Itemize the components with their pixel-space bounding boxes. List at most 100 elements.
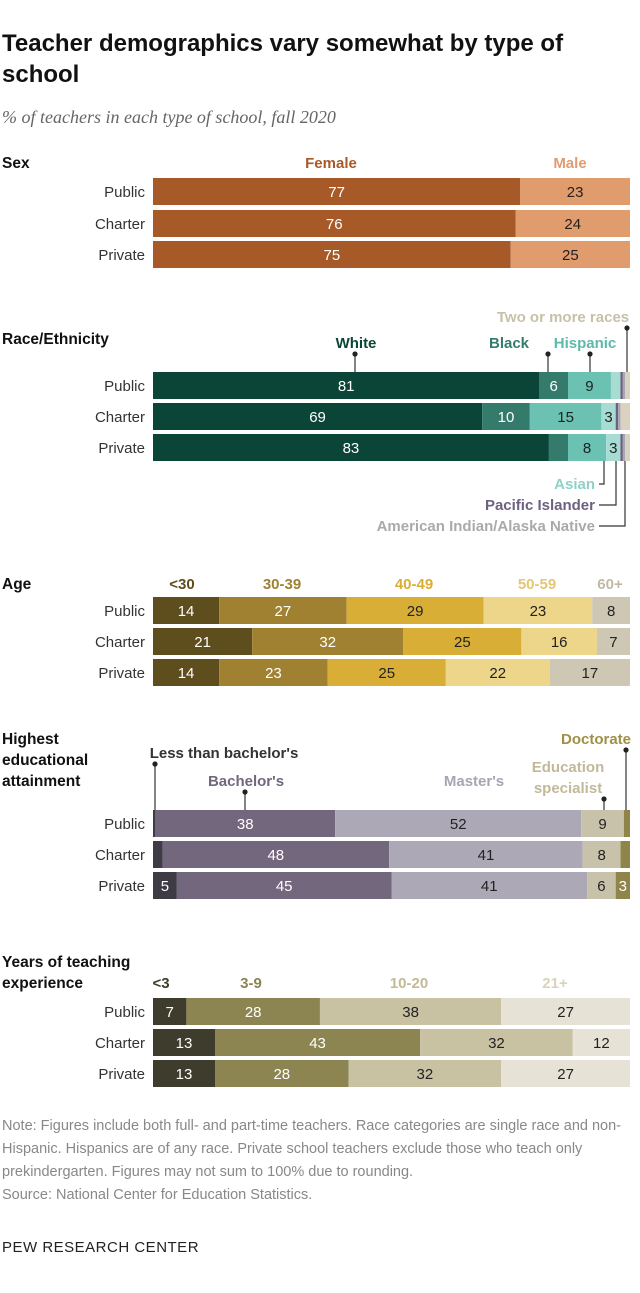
bar-segment-race-ethnicity-public-two-or-more-races [625, 372, 630, 399]
bar-segment-age-private-30 [153, 659, 220, 686]
legend-label-3-9: 3-9 [240, 975, 262, 992]
bar-segment-race-ethnicity-private-american-indian-alaska-native [622, 434, 626, 461]
bar-segment-race-ethnicity-private-white [153, 434, 549, 461]
data-label-years-of-teaching-experience-public-3-9: 28 [245, 1004, 262, 1021]
bar-segment-race-ethnicity-private-asian [606, 434, 621, 461]
bar-segment-race-ethnicity-private-black [548, 434, 568, 461]
bar-segment-sex-charter-male [515, 210, 630, 237]
bar-segment-race-ethnicity-charter-american-indian-alaska-native [618, 403, 621, 430]
bar-segment-sex-public-male [520, 178, 630, 205]
bar-segment-race-ethnicity-charter-pacific-islander [615, 403, 619, 430]
leader-line-pacific-islander [599, 461, 617, 506]
bar-segment-age-charter-40-49 [403, 628, 522, 655]
data-label-age-private-30: 14 [178, 665, 195, 682]
bar-segment-race-ethnicity-private-hispanic [567, 434, 607, 461]
bar-segment-age-public-60 [592, 597, 630, 624]
data-label-highest-educational-attainment-private-bachelor-s: 45 [276, 878, 293, 895]
bar-segment-years-of-teaching-experience-private-3-9 [215, 1060, 349, 1087]
bar-segment-sex-private-female [153, 241, 511, 268]
bar-segment-age-charter-50-59 [521, 628, 597, 655]
bar-segment-race-ethnicity-public-asian [610, 372, 621, 399]
footnote: Note: Figures include both full- and par… [2, 1115, 632, 1207]
data-label-sex-private-female: 75 [324, 247, 341, 264]
bar-segment-sex-private-male [510, 241, 630, 268]
data-label-highest-educational-attainment-private-education-specialist: 6 [597, 878, 605, 895]
data-label-highest-educational-attainment-charter-master-s: 41 [478, 847, 495, 864]
leader-line-asian [599, 461, 605, 485]
data-label-age-public-60: 8 [607, 603, 615, 620]
data-label-race-ethnicity-private-hispanic: 8 [583, 440, 591, 457]
bar-segment-race-ethnicity-charter-hispanic [529, 403, 602, 430]
data-label-years-of-teaching-experience-private-3-9: 28 [273, 1066, 290, 1083]
legend-label-50-59: 50-59 [518, 576, 556, 593]
legend-label-21: 21+ [542, 975, 568, 992]
bar-segment-age-private-50-59 [445, 659, 550, 686]
bar-segment-age-private-60 [549, 659, 630, 686]
data-label-sex-public-female: 77 [328, 184, 345, 201]
data-label-race-ethnicity-charter-white: 69 [309, 409, 326, 426]
row-label-public: Public [104, 378, 145, 395]
bar-segment-highest-educational-attainment-charter-doctorate [620, 841, 630, 868]
data-label-race-ethnicity-private-white: 83 [343, 440, 360, 457]
bar-segment-race-ethnicity-public-white [153, 372, 540, 399]
data-label-race-ethnicity-charter-hispanic: 15 [557, 409, 574, 426]
data-label-years-of-teaching-experience-charter-21: 12 [593, 1035, 610, 1052]
data-label-age-charter-30: 21 [194, 634, 211, 651]
section-title-race-ethnicity: Race/Ethnicity [2, 331, 109, 348]
bar-segment-highest-educational-attainment-private-less-than-bachelor-s [153, 872, 177, 899]
chart-subtitle: % of teachers in each type of school, fa… [2, 107, 336, 127]
data-label-age-charter-30-39: 32 [319, 634, 336, 651]
data-label-race-ethnicity-public-black: 6 [550, 378, 558, 395]
data-label-years-of-teaching-experience-public-3: 7 [166, 1004, 174, 1021]
bar-segment-sex-public-female [153, 178, 521, 205]
data-label-race-ethnicity-public-white: 81 [338, 378, 355, 395]
data-label-race-ethnicity-private-asian: 3 [609, 440, 617, 457]
legend-label-60: 60+ [597, 576, 623, 593]
row-label-charter: Charter [95, 216, 145, 233]
leader-dot-two-or-more-races [624, 325, 630, 331]
data-label-highest-educational-attainment-charter-bachelor-s: 48 [267, 847, 284, 864]
data-label-age-charter-60: 7 [609, 634, 617, 651]
data-label-sex-private-male: 25 [562, 247, 579, 264]
bar-segment-years-of-teaching-experience-private-10-20 [348, 1060, 502, 1087]
data-label-age-public-50-59: 23 [530, 603, 547, 620]
row-label-private: Private [98, 247, 145, 264]
data-label-race-ethnicity-charter-asian: 3 [604, 409, 612, 426]
bar-segment-highest-educational-attainment-private-doctorate [615, 872, 630, 899]
bar-segment-years-of-teaching-experience-public-3 [153, 998, 187, 1025]
row-label-private: Private [98, 878, 145, 895]
data-label-age-private-50-59: 22 [489, 665, 506, 682]
bar-segment-highest-educational-attainment-public-education-specialist [581, 810, 624, 837]
data-label-years-of-teaching-experience-private-10-20: 32 [417, 1066, 434, 1083]
legend-label-doctorate: Doctorate [561, 731, 631, 748]
legend-label-30-39: 30-39 [263, 576, 301, 593]
bar-segment-race-ethnicity-public-hispanic [567, 372, 611, 399]
bar-segment-highest-educational-attainment-private-education-specialist [587, 872, 616, 899]
bar-segment-race-ethnicity-charter-asian [601, 403, 616, 430]
data-label-highest-educational-attainment-private-master-s: 41 [481, 878, 498, 895]
data-label-age-private-60: 17 [582, 665, 599, 682]
legend-label-two-or-more-races: Two or more races [497, 309, 629, 326]
legend-label-education-specialist: Education [532, 759, 605, 776]
bar-segment-age-public-30-39 [219, 597, 347, 624]
bar-segment-race-ethnicity-charter-white [153, 403, 483, 430]
legend-label-asian: Asian [554, 476, 595, 493]
row-label-charter: Charter [95, 847, 145, 864]
data-label-race-ethnicity-public-hispanic: 9 [585, 378, 593, 395]
bar-segment-age-charter-30-39 [252, 628, 404, 655]
section-title-age: Age [2, 576, 32, 593]
bar-segment-race-ethnicity-charter-two-or-more-races [620, 403, 630, 430]
legend-label-less-than-bachelor-s: Less than bachelor's [150, 745, 299, 762]
legend-label-male: Male [553, 155, 586, 172]
data-label-years-of-teaching-experience-charter-3-9: 43 [309, 1035, 326, 1052]
data-label-sex-charter-male: 24 [564, 216, 581, 233]
brand-logo-text: PEW RESEARCH CENTER [2, 1239, 200, 1256]
bar-segment-years-of-teaching-experience-private-3 [153, 1060, 216, 1087]
data-label-highest-educational-attainment-private-less-than-bachelor-s: 5 [161, 878, 169, 895]
leader-dot-hispanic [587, 351, 593, 357]
data-label-age-charter-40-49: 25 [454, 634, 471, 651]
data-label-years-of-teaching-experience-private-21: 27 [557, 1066, 574, 1083]
bar-segment-race-ethnicity-public-black [539, 372, 568, 399]
row-label-public: Public [104, 816, 145, 833]
